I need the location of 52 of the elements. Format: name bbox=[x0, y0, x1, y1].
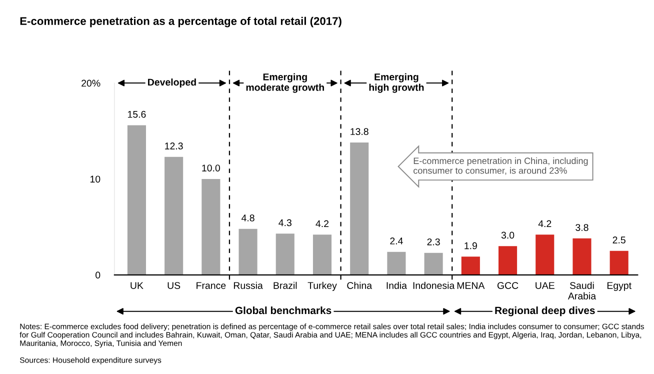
y-tick-label: 0 bbox=[96, 272, 100, 279]
y-tick-label: 20% bbox=[82, 80, 100, 87]
x-tick-label: US bbox=[168, 282, 180, 289]
data-label: 3.0 bbox=[501, 232, 514, 239]
x-tick-label: Brazil bbox=[274, 282, 297, 289]
data-label: 3.8 bbox=[576, 224, 588, 231]
bar bbox=[424, 252, 443, 275]
data-label: 13.8 bbox=[350, 128, 368, 136]
data-label: 2.5 bbox=[612, 236, 626, 244]
bar bbox=[202, 178, 220, 275]
x-tick-label: GCC bbox=[497, 282, 518, 289]
data-label: 4.2 bbox=[538, 220, 552, 228]
annotation: Emerging moderate growth bbox=[246, 73, 324, 93]
bar bbox=[312, 234, 332, 275]
data-label: 4.3 bbox=[278, 219, 292, 226]
x-tick-label: Saudi Arabia bbox=[568, 282, 596, 300]
data-label: 10.0 bbox=[202, 164, 220, 172]
bar bbox=[238, 228, 258, 275]
data-label: 12.3 bbox=[165, 142, 183, 150]
x-tick-label: MENA bbox=[457, 282, 485, 289]
x-tick-label: Indonesia bbox=[413, 282, 455, 289]
annotation: Emerging high growth bbox=[369, 73, 424, 93]
x-tick-label: UK bbox=[130, 282, 144, 289]
data-label: 15.6 bbox=[128, 110, 146, 118]
x-tick-label: Turkey bbox=[308, 282, 337, 291]
bar bbox=[164, 156, 184, 275]
data-label: 2.3 bbox=[427, 238, 440, 246]
x-tick-label: China bbox=[347, 282, 372, 289]
chart-title: E-commerce penetration as a percentage of total retail (2017) bbox=[20, 16, 342, 28]
bar bbox=[461, 256, 480, 275]
data-label: 4.2 bbox=[316, 220, 329, 228]
y-tick-label: 10 bbox=[90, 176, 100, 183]
data-label: 2.4 bbox=[390, 238, 403, 244]
x-tick-label: Russia bbox=[234, 282, 263, 289]
bar bbox=[387, 252, 406, 275]
bar bbox=[610, 250, 628, 275]
bar bbox=[536, 234, 554, 275]
x-tick-label: France bbox=[196, 282, 226, 289]
annotation: Developed bbox=[148, 78, 196, 88]
data-label: 1.9 bbox=[464, 242, 477, 250]
bar bbox=[127, 125, 146, 275]
text: Global benchmarks bbox=[235, 306, 332, 314]
data-label: 4.8 bbox=[242, 214, 254, 222]
bar bbox=[572, 238, 592, 275]
text: Regional deep dives bbox=[495, 306, 595, 316]
bar bbox=[276, 234, 294, 275]
x-tick-label: India bbox=[386, 282, 407, 289]
bar bbox=[498, 246, 518, 275]
x-tick-label: Egypt bbox=[607, 282, 632, 291]
annotation: E-commerce penetration in China, including consumer to consumer, is around 23% bbox=[414, 157, 588, 175]
bar bbox=[350, 142, 369, 275]
x-tick-label: UAE bbox=[536, 282, 554, 289]
